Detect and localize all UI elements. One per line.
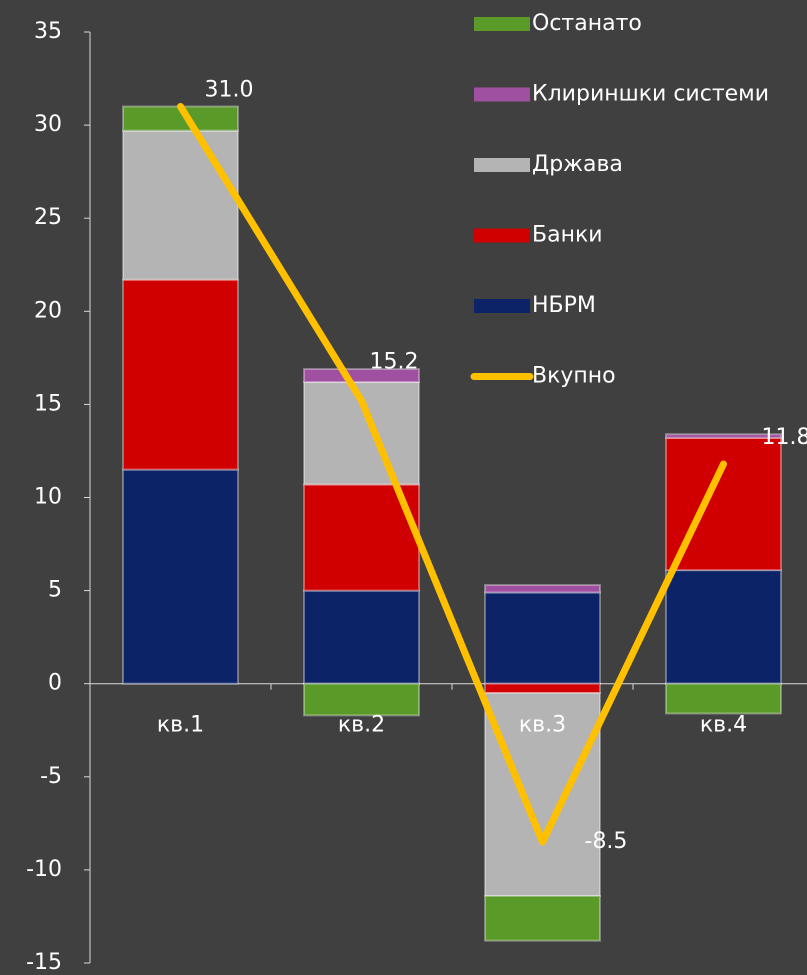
x-tick-label: кв.1 (157, 713, 204, 738)
x-tick-label: кв.3 (519, 713, 566, 738)
bar-segment (122, 129, 239, 281)
bar-segment (665, 682, 782, 715)
y-tick-label: 0 (48, 671, 62, 696)
data-label: 11.8 (762, 425, 807, 450)
y-tick-label: 10 (34, 485, 62, 510)
y-tick-label: 25 (34, 205, 62, 230)
bar-segment (665, 433, 782, 439)
x-tick-label: кв.2 (338, 713, 385, 738)
data-label: 15.2 (370, 350, 419, 375)
legend-swatch (474, 299, 530, 313)
y-tick-label: -5 (40, 764, 62, 789)
legend-label: НБРМ (532, 293, 596, 318)
legend-swatch (474, 158, 530, 172)
y-tick-label: 20 (34, 298, 62, 323)
y-tick-label: 15 (34, 391, 62, 416)
y-tick-label: 35 (34, 19, 62, 44)
data-label: 31.0 (205, 77, 254, 102)
legend-swatch (474, 228, 530, 243)
bar-segment (484, 692, 601, 897)
bar-segment (122, 468, 239, 685)
bar-segment (484, 682, 601, 695)
legend-swatch (474, 17, 530, 31)
legend-swatch (474, 87, 530, 102)
bar-segment (484, 584, 601, 594)
bar-segment (665, 569, 782, 685)
bar-segment (484, 894, 601, 942)
bar-segment (484, 591, 601, 685)
bar-segment (303, 589, 420, 685)
legend-label: Банки (532, 223, 603, 248)
total-line (177, 102, 727, 846)
x-tick-label: кв.4 (700, 713, 747, 738)
y-tick-label: 5 (48, 578, 62, 603)
bar-segment (303, 368, 420, 384)
y-tick-label: -15 (26, 950, 62, 975)
legend-label: Држава (532, 152, 623, 177)
bar-segment (303, 682, 420, 717)
legend-label: Вкупно (532, 364, 616, 389)
y-tick-label: 30 (34, 112, 62, 137)
bar-segment (122, 278, 239, 471)
legend-label: Клириншки системи (532, 82, 769, 107)
data-label: -8.5 (585, 829, 628, 854)
legend-label: Останато (532, 11, 642, 36)
y-tick-label: -10 (26, 857, 62, 882)
